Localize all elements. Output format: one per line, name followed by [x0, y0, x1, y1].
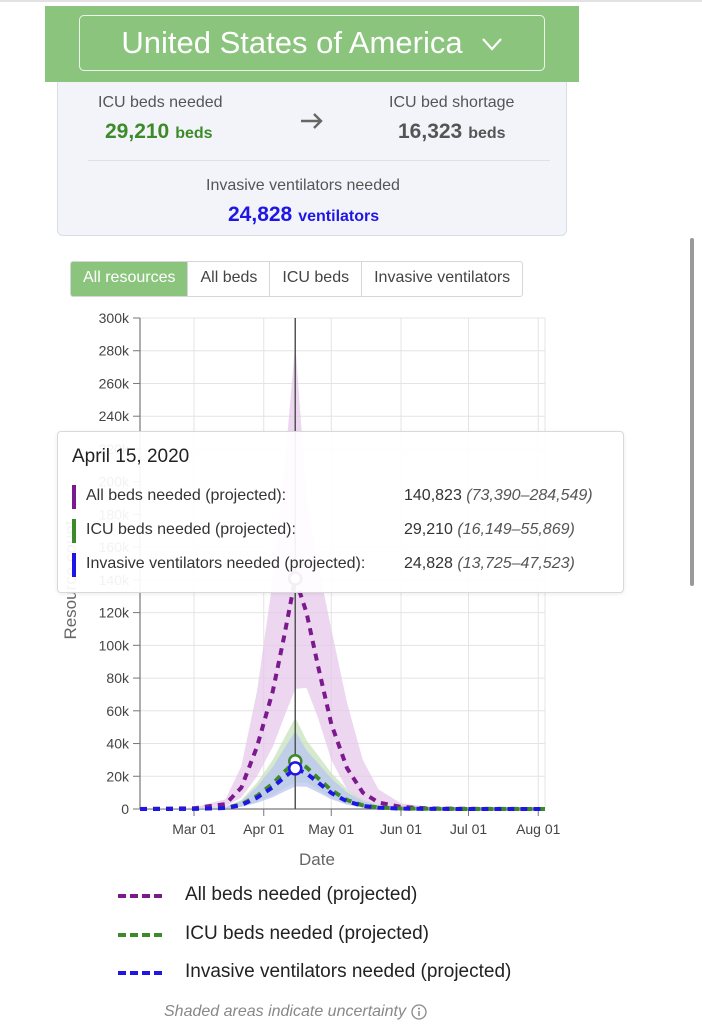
tooltip-date: April 15, 2020 — [72, 446, 190, 467]
tooltip-row-ventilators: Invasive ventilators needed (projected):… — [72, 551, 612, 577]
series-line-all-beds — [139, 570, 546, 811]
highlight-point-ventilators — [288, 761, 303, 776]
legend-label: ICU beds needed (projected) — [185, 923, 429, 944]
info-icon[interactable] — [411, 1004, 427, 1020]
tooltip-value: 140,823 (73,390–284,549) — [404, 487, 593, 504]
legend-swatch — [118, 933, 162, 937]
tab-invasive-ventilators[interactable]: Invasive ventilators — [374, 269, 511, 286]
ventilators-value: 24,828 ventilators — [228, 203, 380, 226]
tooltip-label: All beds needed (projected): — [86, 487, 287, 504]
tooltip-swatch — [72, 519, 76, 543]
y-tick-label: 80k — [106, 670, 130, 686]
tab-all-beds[interactable]: All beds — [188, 262, 271, 296]
x-tick-label: Aug 01 — [516, 821, 561, 837]
x-tick-label: May 01 — [308, 821, 354, 837]
y-tick-label: 280k — [99, 343, 130, 359]
y-tick-label: 300k — [99, 310, 130, 326]
tooltip-value: 29,210 (16,149–55,869) — [404, 521, 575, 538]
tooltip-label: Invasive ventilators needed (projected): — [86, 555, 366, 572]
uncertainty-note-text: Shaded areas indicate uncertainty — [164, 1003, 406, 1020]
uncertainty-band-all-beds — [140, 343, 545, 809]
x-tick-label: Mar 01 — [172, 821, 216, 837]
scrollbar[interactable] — [690, 238, 694, 586]
resource-summary: ICU beds needed 29,210 beds ICU bed short… — [57, 82, 567, 236]
icu-needed-value: 29,210 beds — [105, 120, 213, 143]
legend-label: All beds needed (projected) — [185, 884, 418, 905]
series-line-ventilators — [139, 766, 545, 811]
legend-item-ventilators[interactable]: Invasive ventilators needed (projected) — [118, 957, 558, 987]
icu-needed-label: ICU beds needed — [98, 94, 223, 111]
tab-all-resources[interactable]: All resources — [71, 262, 189, 296]
country-name: United States of America — [121, 25, 463, 60]
country-header: United States of America — [45, 6, 579, 82]
ventilators-label: Invasive ventilators needed — [206, 177, 400, 194]
tooltip-row-all-beds: All beds needed (projected): 140,823 (73… — [72, 483, 612, 509]
x-tick-label: Jul 01 — [450, 821, 488, 837]
tooltip-value: 24,828 (13,725–47,523) — [404, 555, 575, 572]
icu-shortage-value: 16,323 beds — [398, 120, 506, 143]
chart-tooltip: April 15, 2020 All beds needed (projecte… — [57, 431, 624, 593]
tooltip-label: ICU beds needed (projected): — [86, 521, 296, 538]
legend-item-icu-beds[interactable]: ICU beds needed (projected) — [118, 919, 558, 949]
summary-divider — [88, 160, 550, 161]
y-tick-label: 120k — [99, 605, 130, 621]
resource-tabs: All resources All beds ICU beds Invasive… — [70, 261, 524, 297]
legend-item-all-beds[interactable]: All beds needed (projected) — [118, 880, 558, 910]
uncertainty-band-ventilators — [140, 731, 545, 809]
y-tick-label: 260k — [99, 375, 130, 391]
x-axis-label: Date — [299, 850, 335, 869]
icu-shortage-label: ICU bed shortage — [389, 94, 515, 111]
y-tick-label: 60k — [106, 703, 130, 719]
tab-icu-beds[interactable]: ICU beds — [270, 262, 363, 296]
legend-swatch — [118, 971, 162, 975]
tooltip-row-icu-beds: ICU beds needed (projected): 29,210 (16,… — [72, 517, 612, 543]
y-tick-label: 100k — [99, 637, 130, 653]
arrow-right-icon — [301, 113, 323, 129]
top-divider — [0, 0, 702, 2]
y-tick-label: 20k — [106, 768, 130, 784]
country-dropdown[interactable]: United States of America — [79, 15, 545, 71]
uncertainty-note: Shaded areas indicate uncertainty — [164, 1003, 427, 1021]
y-tick-label: 40k — [106, 736, 130, 752]
x-tick-label: Apr 01 — [243, 821, 284, 837]
chevron-down-icon — [481, 38, 502, 51]
legend-label: Invasive ventilators needed (projected) — [185, 961, 512, 982]
tooltip-swatch — [72, 553, 76, 577]
x-tick-label: Jun 01 — [380, 821, 422, 837]
tooltip-swatch — [72, 485, 76, 509]
y-tick-label: 240k — [99, 408, 130, 424]
legend-swatch — [118, 894, 162, 898]
y-tick-label: 0 — [121, 801, 129, 817]
